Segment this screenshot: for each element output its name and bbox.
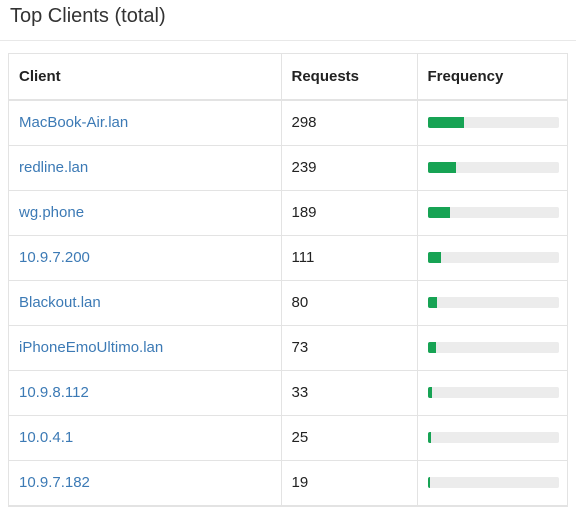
frequency-bar-fill (427, 117, 464, 129)
client-cell: 10.9.7.200 (9, 235, 282, 281)
frequency-bar-track (427, 477, 559, 488)
frequency-cell (417, 280, 567, 326)
frequency-cell (417, 325, 567, 371)
requests-cell: 25 (281, 415, 418, 461)
page-title: Top Clients (total) (10, 5, 166, 27)
table-header-row: Client Requests Frequency (9, 54, 567, 101)
frequency-bar-fill (427, 477, 430, 488)
client-link[interactable]: Blackout.lan (19, 294, 101, 311)
frequency-cell (417, 460, 567, 506)
frequency-bar-fill (427, 162, 457, 173)
frequency-bar-track (427, 162, 559, 173)
client-cell: 10.9.8.112 (9, 370, 282, 416)
client-link[interactable]: 10.9.7.182 (19, 474, 90, 491)
frequency-cell (417, 145, 567, 191)
frequency-bar-fill (427, 432, 431, 443)
frequency-bar-track (427, 342, 559, 353)
requests-cell: 19 (281, 460, 418, 506)
client-cell: redline.lan (9, 145, 282, 191)
table-row: iPhoneEmoUltimo.lan 73 (9, 325, 567, 371)
frequency-bar-track (427, 432, 559, 443)
frequency-bar-track (427, 207, 559, 218)
client-link[interactable]: iPhoneEmoUltimo.lan (19, 339, 164, 356)
column-header-requests: Requests (281, 54, 418, 101)
requests-cell: 239 (281, 145, 418, 191)
table-row: 10.9.7.182 19 (9, 460, 567, 506)
client-cell: 10.0.4.1 (9, 415, 282, 461)
frequency-cell (417, 370, 567, 416)
frequency-cell (417, 235, 567, 281)
table-row: MacBook-Air.lan 298 (9, 100, 567, 146)
requests-cell: 80 (281, 280, 418, 326)
client-link[interactable]: 10.0.4.1 (19, 429, 74, 446)
frequency-bar-track (427, 387, 559, 398)
column-header-client: Client (9, 54, 282, 101)
frequency-bar-fill (427, 387, 432, 398)
column-header-frequency: Frequency (417, 54, 567, 101)
frequency-bar-fill (427, 297, 438, 308)
requests-cell: 111 (281, 235, 418, 281)
table-row: 10.9.8.112 33 (9, 370, 567, 416)
client-link[interactable]: MacBook-Air.lan (19, 114, 129, 132)
client-cell: wg.phone (9, 190, 282, 236)
frequency-bar-fill (427, 252, 441, 263)
frequency-bar-fill (427, 342, 437, 353)
frequency-bar-track (427, 252, 559, 263)
client-cell: MacBook-Air.lan (9, 100, 282, 146)
frequency-cell (417, 415, 567, 461)
top-clients-table: Client Requests Frequency MacBook-Air.la… (9, 54, 567, 506)
client-cell: iPhoneEmoUltimo.lan (9, 325, 282, 371)
box-header: Top Clients (total) (0, 0, 576, 41)
table-row: 10.9.7.200 111 (9, 235, 567, 281)
client-cell: Blackout.lan (9, 280, 282, 326)
table-row: wg.phone 189 (9, 190, 567, 236)
client-link[interactable]: redline.lan (19, 159, 89, 176)
requests-cell: 33 (281, 370, 418, 416)
client-link[interactable]: 10.9.7.200 (19, 249, 90, 266)
table-row: 10.0.4.1 25 (9, 415, 567, 461)
frequency-cell (417, 190, 567, 236)
table-row: Blackout.lan 80 (9, 280, 567, 326)
client-link[interactable]: wg.phone (19, 204, 85, 221)
client-cell: 10.9.7.182 (9, 460, 282, 506)
top-clients-table-container: Client Requests Frequency MacBook-Air.la… (8, 53, 568, 507)
requests-cell: 298 (281, 100, 418, 146)
frequency-bar-track (427, 117, 559, 129)
client-link[interactable]: 10.9.8.112 (19, 384, 89, 401)
requests-cell: 73 (281, 325, 418, 371)
table-row: redline.lan 239 (9, 145, 567, 191)
frequency-cell (417, 100, 567, 146)
frequency-bar-fill (427, 207, 451, 218)
frequency-bar-track (427, 297, 559, 308)
requests-cell: 189 (281, 190, 418, 236)
